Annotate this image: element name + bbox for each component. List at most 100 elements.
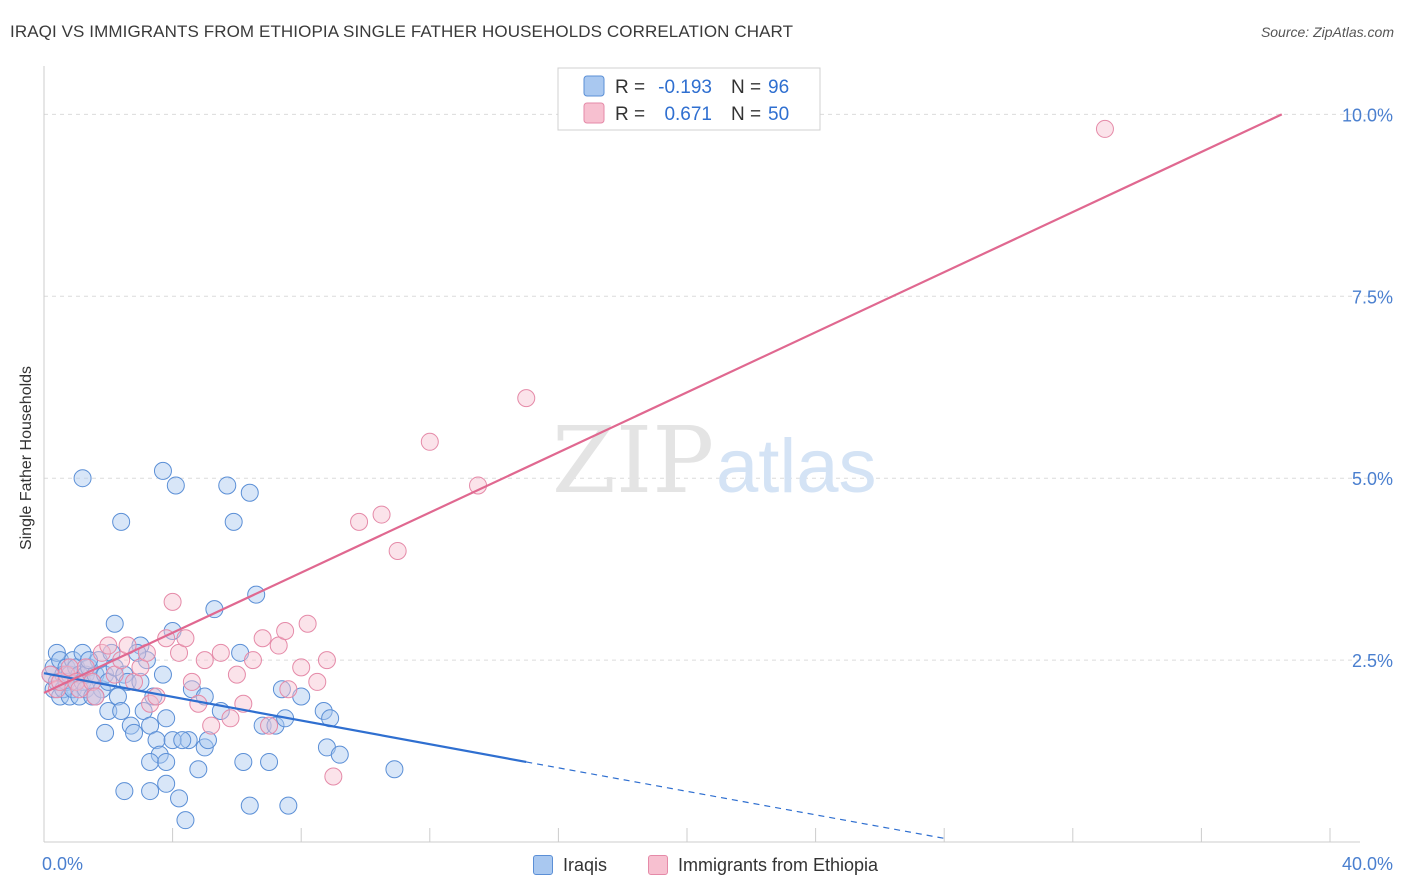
data-point-iraqis	[173, 731, 192, 750]
data-point-ethiopia	[211, 643, 230, 662]
data-point-ethiopia	[388, 541, 407, 560]
data-point-iraqis	[198, 731, 217, 750]
data-point-ethiopia	[276, 621, 295, 640]
data-point-iraqis	[170, 789, 189, 808]
data-point-iraqis	[279, 796, 298, 815]
x-tick-label: 0.0%	[42, 854, 83, 874]
source-label: Source: ZipAtlas.com	[1260, 24, 1394, 40]
data-point-iraqis	[150, 745, 169, 764]
y-tick-label: 10.0%	[1342, 105, 1393, 125]
data-point-iraqis	[99, 702, 118, 721]
data-point-iraqis	[112, 702, 131, 721]
legend-label-ethiopia: Immigrants from Ethiopia	[678, 854, 879, 875]
data-point-ethiopia	[372, 505, 391, 524]
trend-line-iraqis-extension	[526, 761, 945, 839]
data-point-ethiopia	[420, 432, 439, 451]
data-point-ethiopia	[182, 672, 201, 691]
data-point-ethiopia	[279, 680, 298, 699]
legend-n-label-2: N =	[731, 104, 761, 125]
data-point-ethiopia	[227, 665, 246, 684]
chart-title: IRAQI VS IMMIGRANTS FROM ETHIOPIA SINGLE…	[10, 22, 794, 41]
legend-r-value-1: -0.193	[658, 77, 712, 98]
data-point-iraqis	[157, 774, 176, 793]
legend-swatch-ethiopia	[583, 102, 605, 124]
data-point-iraqis	[96, 723, 115, 742]
data-point-iraqis	[153, 461, 172, 480]
data-point-ethiopia	[350, 512, 369, 531]
legend-n-value-2: 50	[768, 104, 789, 125]
data-point-ethiopia	[324, 767, 343, 786]
data-point-ethiopia	[253, 629, 272, 648]
data-point-iraqis	[70, 687, 89, 706]
data-point-iraqis	[314, 702, 333, 721]
data-point-ethiopia	[308, 672, 327, 691]
data-point-iraqis	[240, 796, 259, 815]
data-point-iraqis	[157, 752, 176, 771]
data-point-iraqis	[195, 687, 214, 706]
watermark: ZIP atlas	[552, 407, 877, 514]
data-point-ethiopia	[1095, 119, 1114, 138]
legend-r-label-1: R =	[615, 77, 645, 98]
data-point-iraqis	[163, 731, 182, 750]
data-point-ethiopia	[202, 716, 221, 735]
data-point-iraqis	[179, 731, 198, 750]
data-point-iraqis	[108, 687, 127, 706]
legend-swatch-iraqis	[583, 75, 605, 97]
legend-item-ethiopia[interactable]: Immigrants from Ethiopia	[648, 850, 878, 880]
legend-item-iraqis[interactable]: Iraqis	[533, 850, 607, 880]
data-point-iraqis	[157, 709, 176, 728]
data-point-iraqis	[115, 782, 134, 801]
data-point-iraqis	[105, 614, 124, 633]
data-point-iraqis	[272, 680, 291, 699]
correlation-legend: R = -0.193 N = 96 R = 0.671 N = 50	[557, 67, 821, 131]
data-point-ethiopia	[469, 476, 488, 495]
axes	[43, 66, 1360, 843]
data-point-ethiopia	[99, 636, 118, 655]
data-point-iraqis	[153, 665, 172, 684]
data-point-ethiopia	[147, 687, 166, 706]
x-tick-label: 40.0%	[1342, 854, 1393, 874]
data-point-iraqis	[112, 512, 131, 531]
data-point-iraqis	[141, 782, 160, 801]
y-tick-label: 2.5%	[1352, 651, 1393, 671]
data-point-iraqis	[73, 469, 92, 488]
trend-line-iraqis	[43, 672, 527, 764]
grid-lines	[44, 113, 1380, 661]
data-point-iraqis	[218, 476, 237, 495]
data-point-iraqis	[240, 483, 259, 502]
data-point-iraqis	[147, 731, 166, 750]
data-point-iraqis	[125, 723, 144, 742]
data-point-ethiopia	[317, 651, 336, 670]
data-point-iraqis	[166, 476, 185, 495]
x-tick-labels: 0.0% 40.0%	[42, 854, 1393, 874]
series-legend: Iraqis Immigrants from Ethiopia	[0, 850, 1406, 880]
legend-n-label-1: N =	[731, 77, 761, 98]
data-point-ethiopia	[292, 658, 311, 677]
data-point-iraqis	[189, 760, 208, 779]
data-point-iraqis	[224, 512, 243, 531]
data-point-iraqis	[253, 716, 272, 735]
data-point-iraqis	[141, 752, 160, 771]
data-point-ethiopia	[221, 709, 240, 728]
y-tick-label: 5.0%	[1352, 469, 1393, 489]
iraqis-swatch	[533, 855, 553, 875]
data-point-iraqis	[260, 752, 279, 771]
trend-line-ethiopia	[43, 113, 1283, 694]
data-point-ethiopia	[92, 643, 111, 662]
watermark-atlas: atlas	[716, 424, 877, 509]
legend-r-label-2: R =	[615, 104, 645, 125]
data-point-ethiopia	[141, 694, 160, 713]
data-point-ethiopia	[260, 716, 279, 735]
data-point-iraqis	[234, 752, 253, 771]
y-tick-label: 7.5%	[1352, 287, 1393, 307]
data-point-ethiopia	[243, 651, 262, 670]
data-point-ethiopia	[298, 614, 317, 633]
data-point-ethiopia	[86, 687, 105, 706]
data-point-iraqis	[137, 651, 156, 670]
y-tick-labels: 2.5% 5.0% 7.5% 10.0%	[1342, 105, 1393, 671]
data-point-ethiopia	[176, 629, 195, 648]
watermark-zip: ZIP	[552, 407, 714, 514]
data-point-ethiopia	[163, 592, 182, 611]
data-point-iraqis	[176, 811, 195, 830]
